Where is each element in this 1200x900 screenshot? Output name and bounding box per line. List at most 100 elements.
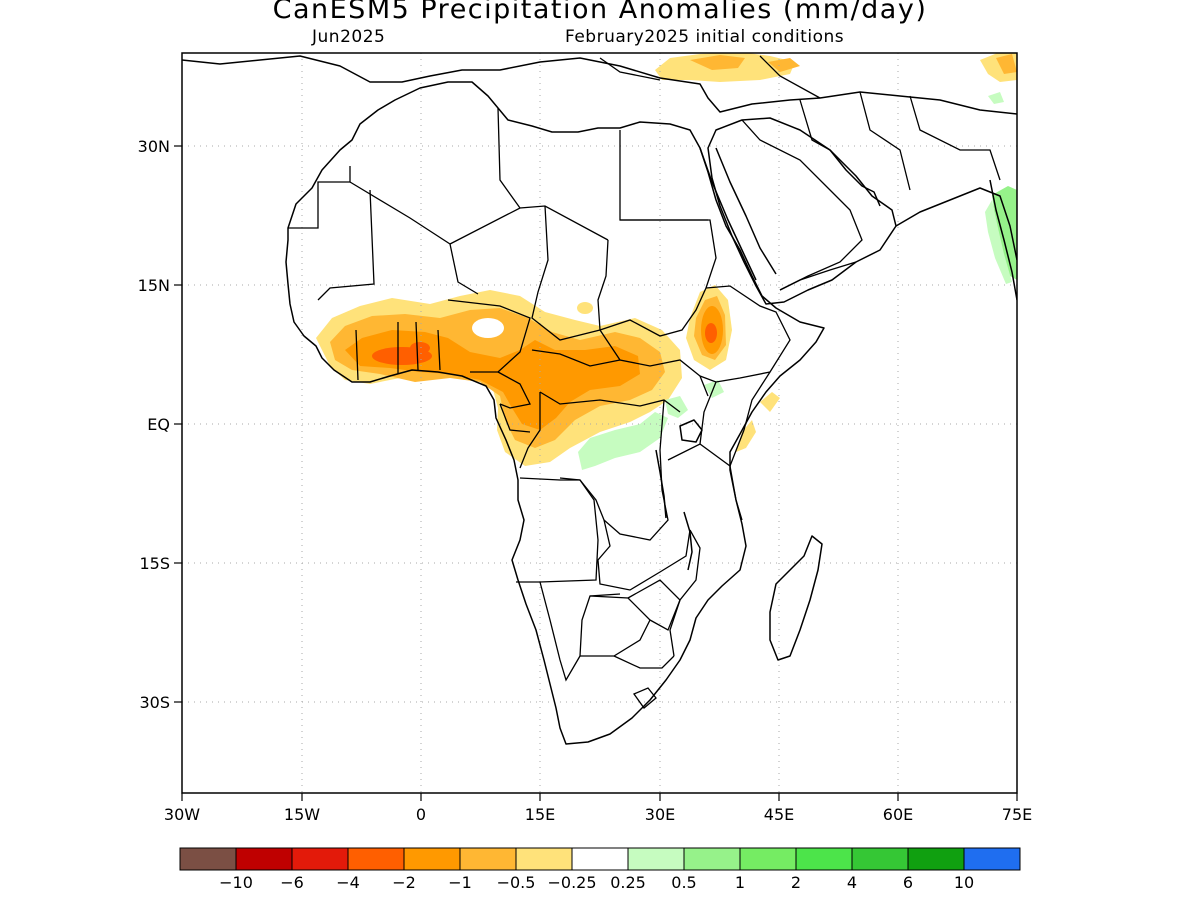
colorbar-label: −0.5 bbox=[497, 873, 536, 892]
colorbar-swatch bbox=[235, 847, 293, 871]
colorbar-label: 6 bbox=[903, 873, 913, 892]
europe-coastline bbox=[182, 55, 1017, 115]
colorbar-swatch bbox=[571, 847, 629, 871]
border-yemen-oman bbox=[779, 261, 857, 291]
anomaly-congo-wet bbox=[578, 412, 668, 470]
forecast-month: Jun2025 bbox=[312, 27, 386, 47]
map-frame bbox=[181, 52, 1018, 794]
border-mali-west bbox=[317, 189, 375, 301]
colorbar-swatch bbox=[739, 847, 797, 871]
border-niger-libya bbox=[449, 205, 609, 245]
colorbar-label: −1 bbox=[448, 873, 472, 892]
colorbar-label: −0.25 bbox=[547, 873, 596, 892]
border-nigeria bbox=[447, 299, 531, 373]
anomaly-nigeria-core bbox=[410, 342, 430, 354]
red-sea-east bbox=[715, 147, 777, 275]
colorbar-label: 4 bbox=[847, 873, 857, 892]
border-iraq-iran bbox=[799, 91, 911, 191]
border-lesotho bbox=[633, 687, 657, 709]
border-zimbabwe bbox=[627, 579, 681, 631]
border-gulf-states bbox=[355, 321, 441, 381]
border-saudi bbox=[741, 119, 863, 291]
border-mozambique bbox=[669, 529, 701, 657]
colorbar-label: −10 bbox=[219, 873, 253, 892]
colorbar-label: −4 bbox=[336, 873, 360, 892]
africa-coastline bbox=[285, 81, 825, 745]
border-namibia bbox=[539, 581, 621, 682]
lon-tick-label: 15W bbox=[284, 805, 320, 824]
colorbar-swatch bbox=[347, 847, 405, 871]
colorbar-swatch bbox=[179, 847, 237, 871]
lon-tick-label: 0 bbox=[416, 805, 426, 824]
anomaly-ethiopia-core bbox=[705, 323, 717, 343]
anomaly-europe-moderate bbox=[690, 55, 800, 72]
border-somalia bbox=[743, 371, 771, 431]
colorbar-label: 1 bbox=[735, 873, 745, 892]
border-south-sudan bbox=[599, 329, 709, 397]
iran-coastline bbox=[895, 187, 1017, 261]
lon-tick-label: 30E bbox=[645, 805, 675, 824]
lon-tick-label: 30W bbox=[164, 805, 200, 824]
tick-marks bbox=[174, 145, 1018, 801]
colorbar-swatch bbox=[515, 847, 573, 871]
anomaly-india-wet-light bbox=[985, 92, 1012, 284]
border-mauritania bbox=[288, 166, 351, 229]
anomaly-sahel-dry-hole bbox=[472, 318, 504, 338]
anomaly-india-wet bbox=[992, 186, 1017, 280]
initial-conditions: February2025 initial conditions bbox=[565, 27, 845, 47]
colorbar-label: 10 bbox=[954, 873, 974, 892]
lat-tick-label: 15S bbox=[139, 554, 170, 573]
colorbar-label: 0.5 bbox=[671, 873, 696, 892]
colorbar-swatch bbox=[627, 847, 685, 871]
colorbar-label: −6 bbox=[280, 873, 304, 892]
lat-tick-labels: 30N 15N EQ 15S 30S bbox=[138, 137, 170, 712]
colorbar: −10 −6 −4 −2 −1 −0.5 −0.25 0.25 0.5 1 2 4 6 10 bbox=[179, 847, 1021, 892]
border-europe bbox=[599, 55, 821, 99]
lat-tick-label: 30S bbox=[139, 693, 170, 712]
arabia-coastline bbox=[707, 117, 897, 305]
colorbar-swatch bbox=[459, 847, 517, 871]
border-algeria-libya bbox=[497, 107, 521, 209]
anomaly-victoria-wet bbox=[665, 380, 724, 418]
anomaly-kenya-coast bbox=[736, 392, 780, 452]
border-mali-algeria bbox=[349, 181, 479, 295]
colorbar-swatch bbox=[795, 847, 853, 871]
border-drc-west bbox=[519, 392, 541, 469]
colorbar-swatch bbox=[683, 847, 741, 871]
border-car bbox=[531, 349, 621, 367]
border-cameroon bbox=[497, 371, 531, 409]
red-sea-west bbox=[699, 147, 757, 281]
border-chad bbox=[531, 205, 601, 341]
lat-tick-label: EQ bbox=[147, 415, 170, 434]
border-zambia bbox=[597, 519, 691, 591]
madagascar-coastline bbox=[769, 535, 823, 661]
colorbar-swatch bbox=[403, 847, 461, 871]
border-libya-egypt bbox=[619, 130, 708, 221]
border-afghanistan bbox=[909, 95, 1001, 181]
border-drc-north bbox=[539, 391, 681, 413]
colorbar-swatch bbox=[963, 847, 1021, 871]
lake-victoria bbox=[679, 419, 703, 443]
border-tanzania bbox=[667, 443, 743, 521]
border-drc-east bbox=[559, 399, 669, 541]
lat-tick-label: 15N bbox=[138, 276, 170, 295]
lake-malawi bbox=[683, 511, 693, 571]
colorbar-label: 0.25 bbox=[610, 873, 646, 892]
border-kenya bbox=[699, 381, 745, 467]
colorbar-label: 2 bbox=[791, 873, 801, 892]
colorbar-swatch bbox=[907, 847, 965, 871]
lon-tick-label: 75E bbox=[1002, 805, 1032, 824]
border-chad-east bbox=[597, 239, 609, 331]
anomaly-chad-hole bbox=[577, 302, 593, 314]
border-sudan bbox=[599, 219, 717, 337]
border-gabon-congo bbox=[499, 403, 531, 433]
border-ethiopia bbox=[699, 285, 791, 383]
border-angola bbox=[516, 477, 599, 583]
country-borders bbox=[288, 55, 1001, 709]
map-title: CanESM5 Precipitation Anomalies (mm/day) bbox=[272, 0, 928, 25]
lon-tick-label: 15E bbox=[525, 805, 555, 824]
colorbar-label: −2 bbox=[392, 873, 416, 892]
lon-tick-labels: 30W 15W 0 15E 30E 45E 60E 75E bbox=[164, 805, 1032, 824]
border-south-africa bbox=[613, 655, 675, 669]
